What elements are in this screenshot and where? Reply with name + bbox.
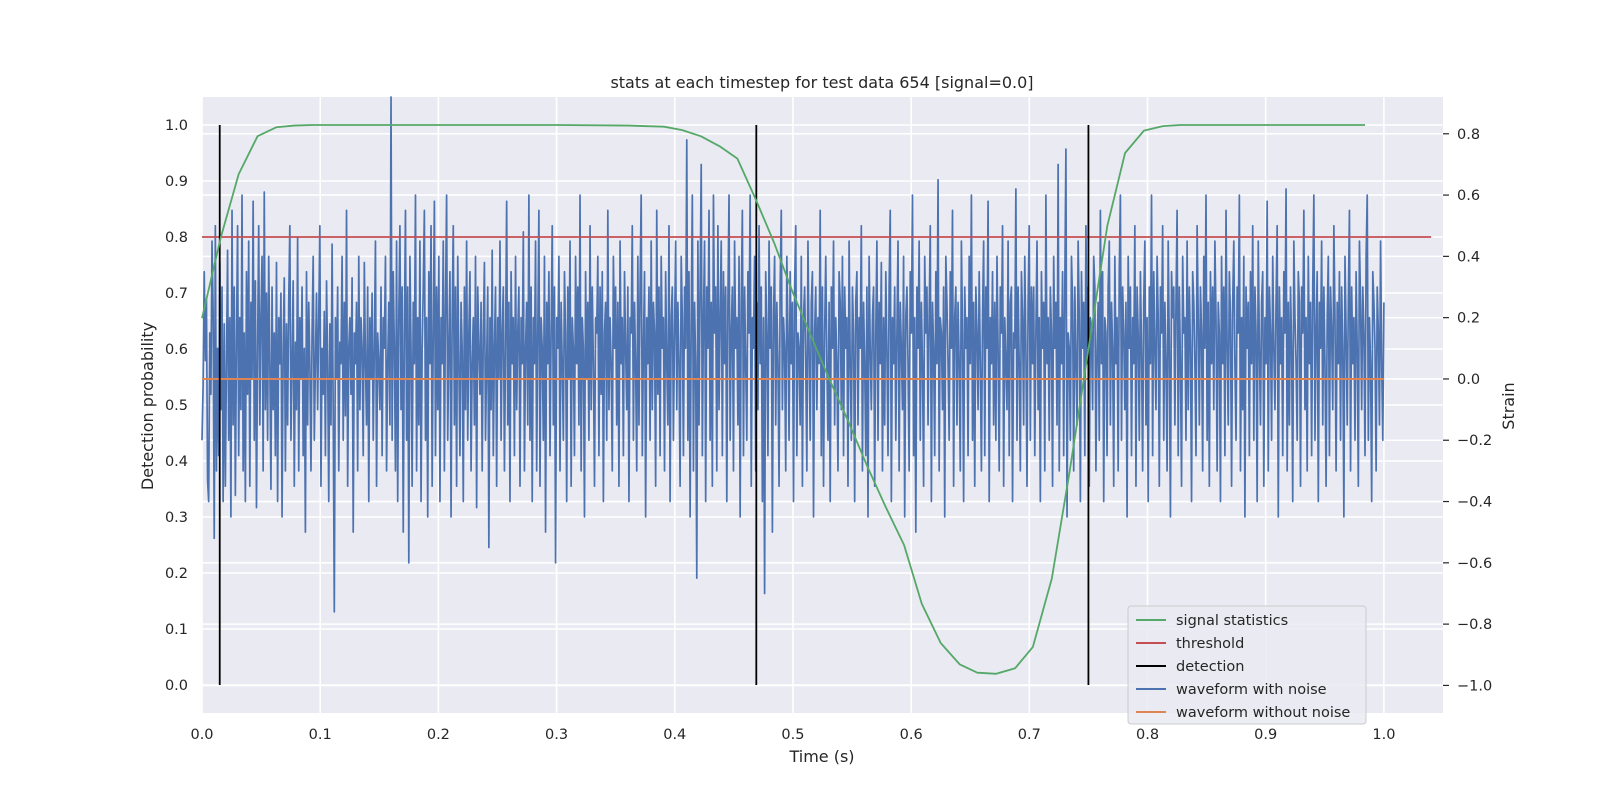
left-y-tick-label: 0.4 <box>165 454 188 470</box>
chart-title: stats at each timestep for test data 654… <box>610 73 1033 92</box>
left-y-tick-label: 0.7 <box>165 286 188 302</box>
left-y-axis-ticks: 0.0 0.1 0.2 0.3 0.4 0.5 0.6 0.7 0.8 0.9 1.0 <box>165 118 188 694</box>
right-y-tick-label: −1.0 <box>1457 678 1492 694</box>
legend-label: waveform without noise <box>1176 705 1350 721</box>
x-axis-label: Time (s) <box>788 747 854 766</box>
x-tick-label: 0.2 <box>427 727 450 743</box>
left-y-tick-label: 0.2 <box>165 566 188 582</box>
left-y-tick-label: 0.3 <box>165 510 188 526</box>
series-signal-statistics <box>201 124 1365 675</box>
x-tick-label: 1.0 <box>1372 727 1395 743</box>
legend-box <box>1127 605 1367 725</box>
left-y-tick-label: 0.8 <box>165 230 188 246</box>
right-y-tick-label: 0.8 <box>1457 127 1480 143</box>
right-y-axis-ticks: −1.0 −0.8 −0.6 −0.4 −0.2 0.0 0.2 0.4 0.6 0.8 <box>1443 127 1492 694</box>
x-tick-label: 0.4 <box>663 727 686 743</box>
right-y-tick-label: −0.2 <box>1457 433 1492 449</box>
left-y-tick-label: 0.5 <box>165 398 188 414</box>
x-tick-label: 0.5 <box>781 727 804 743</box>
left-y-tick-label: 0.0 <box>165 678 188 694</box>
right-y-tick-label: −0.8 <box>1457 617 1492 633</box>
series-layer <box>201 96 1432 685</box>
right-y-tick-label: −0.6 <box>1457 556 1492 572</box>
right-y-tick-label: 0.6 <box>1457 188 1480 204</box>
legend-label: threshold <box>1176 636 1244 652</box>
x-axis-ticks: 0.0 0.1 0.2 0.3 0.4 0.5 0.6 0.7 0.8 0.9 1.0 <box>190 727 1395 743</box>
legend-label: waveform with noise <box>1176 682 1327 698</box>
right-y-tick-label: 0.2 <box>1457 311 1480 327</box>
x-tick-label: 0.7 <box>1018 727 1041 743</box>
left-y-axis-label: Detection probability <box>138 322 157 490</box>
x-tick-label: 0.0 <box>190 727 213 743</box>
x-tick-label: 0.8 <box>1136 727 1159 743</box>
right-y-tick-label: −0.4 <box>1457 495 1492 511</box>
right-y-tick-label: 0.4 <box>1457 249 1480 265</box>
left-y-tick-label: 0.6 <box>165 342 188 358</box>
x-tick-label: 0.6 <box>900 727 923 743</box>
series-waveform-with-noise <box>201 96 1385 613</box>
x-tick-label: 0.9 <box>1254 727 1277 743</box>
x-tick-label: 0.1 <box>309 727 332 743</box>
right-y-axis-label: Strain <box>1499 382 1518 429</box>
right-y-tick-label: 0.0 <box>1457 372 1480 388</box>
left-y-tick-label: 1.0 <box>165 118 188 134</box>
left-y-tick-label: 0.1 <box>165 622 188 638</box>
x-tick-label: 0.3 <box>545 727 568 743</box>
left-y-tick-label: 0.9 <box>165 174 188 190</box>
legend: signal statistics threshold detection wavef… <box>1127 605 1367 725</box>
legend-label: signal statistics <box>1176 613 1288 629</box>
legend-label: detection <box>1176 659 1244 675</box>
